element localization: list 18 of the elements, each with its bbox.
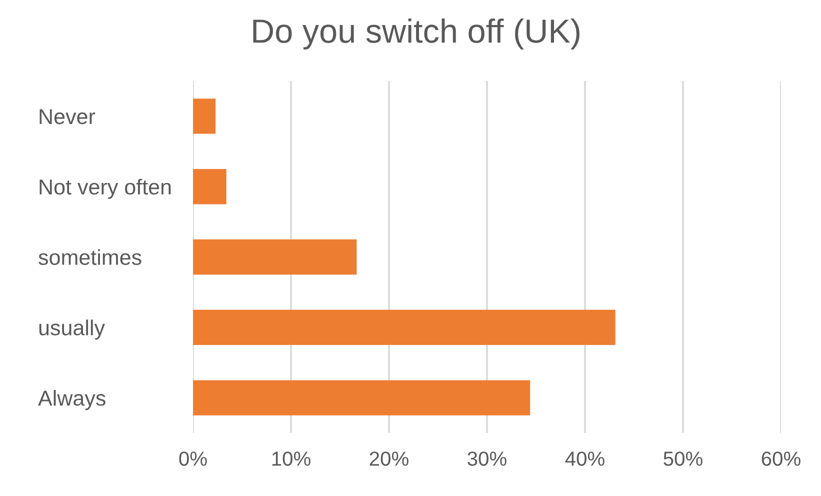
y-tick-label: sometimes <box>38 249 142 266</box>
y-tick-label: usually <box>39 320 105 340</box>
y-tick-label: Not very often <box>40 178 171 199</box>
bar <box>193 98 216 134</box>
bar <box>193 310 616 345</box>
chart-title: Do you switch off (UK) <box>253 18 580 50</box>
x-tick-label: 0% <box>179 452 207 466</box>
x-tick-label: 60% <box>762 452 800 466</box>
x-tick-label: 50% <box>664 452 702 466</box>
y-tick-label: Always <box>38 390 106 410</box>
bar <box>193 380 530 416</box>
bar <box>193 239 357 275</box>
x-tick-label: 20% <box>370 452 408 466</box>
x-tick-label: 10% <box>272 452 310 466</box>
x-tick-label: 30% <box>468 452 506 466</box>
x-tick-label: 40% <box>565 452 604 466</box>
bar <box>193 169 226 204</box>
y-tick-label: Never <box>40 109 96 124</box>
